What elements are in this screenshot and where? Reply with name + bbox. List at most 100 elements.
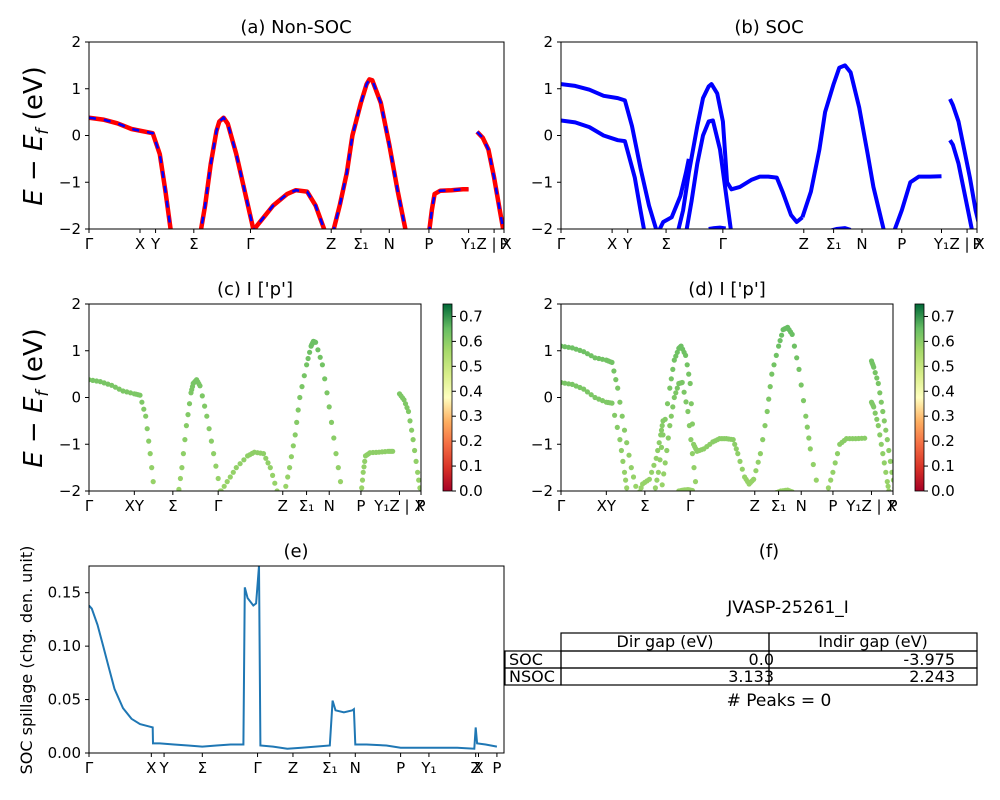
x-tick-label: Γ [557, 235, 566, 253]
panel-d-colorbar: 0.0 0.1 0.2 0.3 0.4 0.5 0.6 0.7 [914, 303, 955, 500]
table-row-label: SOC [509, 650, 543, 669]
panel-f-title: (f) [759, 541, 779, 562]
band-point [679, 379, 685, 386]
panel-c-axes: 210−1−2Γ XY Σ Γ Z Σ₁ N P Y₁Z | XP [59, 295, 426, 515]
band-point [260, 451, 267, 457]
band-point [686, 371, 692, 377]
band-point [804, 424, 810, 430]
band-point [875, 380, 881, 387]
y-tick-label: 0 [543, 127, 553, 145]
table-cell [768, 667, 978, 686]
x-tick-label: Z [278, 497, 288, 515]
band-point [621, 469, 628, 475]
band-point [771, 362, 777, 368]
y-tick-label: 1 [71, 80, 81, 98]
panel-e-line [89, 566, 498, 750]
y-tick-label: 2 [71, 33, 81, 51]
colorbar-tick-label: 0.4 [931, 382, 955, 400]
band-point [674, 385, 680, 391]
band-point [751, 476, 757, 482]
band-line-down [251, 187, 327, 229]
band-point [753, 468, 759, 474]
band-point [739, 466, 745, 472]
spillage-line [89, 566, 498, 750]
band-point [667, 385, 673, 391]
band-point [137, 392, 143, 398]
band-point [612, 412, 618, 418]
band-point [185, 412, 191, 418]
band-point [407, 418, 413, 424]
x-tick-label: XY [125, 497, 145, 515]
panel-e: (e) SOC spillage (chg. den. unit) 0.15 0.… [17, 541, 505, 777]
x-tick-label: X [473, 759, 483, 777]
band-point [401, 397, 407, 403]
table-cell-dir: 0.0 [749, 650, 774, 669]
x-tick-label: Γ [85, 759, 94, 777]
band-point [683, 352, 689, 358]
band-point [646, 476, 653, 482]
band-point [688, 437, 694, 443]
band-line-down [331, 77, 408, 229]
band-point [182, 437, 188, 443]
band-point [287, 465, 293, 471]
band-point [657, 457, 663, 463]
y-tick-label: −1 [59, 435, 81, 453]
colorbar-scale [914, 303, 925, 492]
band-point [410, 437, 416, 443]
colorbar-tick-label: 0.7 [931, 307, 955, 325]
band-point [402, 401, 409, 407]
band-point [139, 399, 145, 405]
x-tick-label: Γ [214, 497, 223, 515]
band-line [684, 118, 733, 229]
panel-c-points [89, 338, 421, 491]
band-point [877, 390, 883, 396]
band-point [270, 472, 276, 478]
band-line [676, 82, 804, 229]
colorbar-tick-label: 0.5 [459, 357, 483, 375]
panel-a-title: (a) Non-SOC [240, 17, 351, 38]
panel-e-title: (e) [283, 541, 308, 562]
x-tick-label: Σ [168, 497, 177, 515]
band-point [806, 435, 812, 441]
band-point [624, 485, 630, 491]
panel-d-title: (d) I ['p'] [688, 279, 766, 300]
colorbar-tick-label: 0.2 [459, 432, 483, 450]
panel-b-title: (b) SOC [734, 17, 803, 38]
band-point [878, 399, 884, 405]
colorbar-tick-label: 0.6 [459, 332, 483, 350]
band-point [874, 416, 880, 422]
x-tick-label: Σ₁ [299, 497, 315, 515]
band-point [789, 331, 795, 337]
band-point [628, 465, 634, 471]
y-tick-label: 0.05 [48, 691, 81, 709]
band-point [671, 394, 677, 401]
band-point [405, 408, 412, 415]
band-point [272, 480, 278, 486]
band-point [618, 447, 625, 454]
panel-a-ylabel: E − Ef (eV) [19, 66, 53, 206]
x-tick-label: Γ [246, 235, 255, 253]
band-point [828, 477, 834, 483]
band-point [150, 479, 156, 485]
band-point [218, 488, 224, 491]
band-point [656, 440, 662, 446]
band-point [658, 427, 665, 433]
band-point [305, 355, 311, 362]
band-point [691, 465, 697, 471]
panel-a-bands [89, 77, 504, 229]
band-point [624, 440, 630, 446]
band-point [263, 455, 269, 461]
x-tick-label: X [146, 759, 156, 777]
band-point [362, 458, 368, 464]
band-point [638, 485, 644, 491]
band-point [689, 451, 696, 457]
y-tick-label: −2 [59, 482, 81, 500]
band-line-up [332, 77, 407, 229]
y-tick-label: 0.00 [48, 744, 81, 762]
band-point [147, 451, 153, 457]
x-tick-label: P [424, 235, 433, 253]
y-tick-label: 2 [543, 33, 553, 51]
band-line-up [89, 116, 172, 229]
band-point [670, 366, 676, 372]
y-tick-label: 0 [543, 389, 553, 407]
